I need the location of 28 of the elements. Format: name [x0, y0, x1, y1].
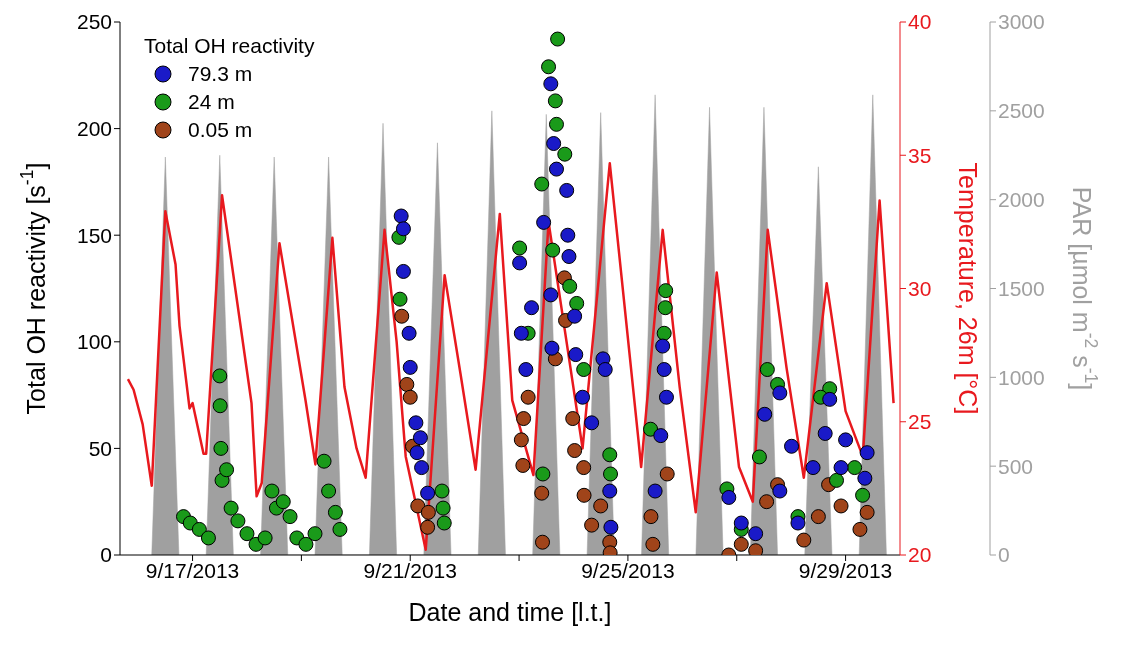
y3-tick-label: 3000 — [998, 10, 1045, 34]
y2-tick-label: 40 — [908, 10, 932, 34]
y3-tick-label: 2500 — [998, 99, 1045, 123]
y2-tick-label: 25 — [908, 410, 932, 434]
x-tick-label: 9/21/2013 — [363, 558, 457, 582]
y-tick-label: 250 — [76, 10, 112, 34]
y3-tick-label: 1000 — [998, 365, 1045, 389]
y-tick-label: 200 — [76, 117, 112, 141]
x-axis-title: Date and time [l.t.] — [408, 598, 612, 626]
legend-label: 24 m — [188, 89, 235, 115]
x-tick-label: 9/29/2013 — [798, 558, 893, 582]
y2-tick-label: 35 — [908, 143, 932, 167]
y3-tick-label: 500 — [998, 454, 1034, 478]
y3-tick-label: 0 — [998, 543, 1010, 567]
y3-tick-label: 2000 — [998, 188, 1045, 212]
legend-label: 79.3 m — [188, 61, 253, 87]
y2-tick-label: 30 — [908, 276, 932, 300]
legend-label: 0.05 m — [188, 117, 253, 143]
y-tick-label: 0 — [100, 543, 112, 567]
x-tick-label: 9/17/2013 — [145, 558, 240, 582]
y-tick-label: 50 — [88, 436, 112, 460]
y-tick-label: 100 — [76, 330, 112, 354]
legend-title: Total OH reactivity — [144, 33, 315, 59]
x-tick-label: 9/25/2013 — [581, 558, 675, 582]
y-tick-label: 150 — [76, 223, 112, 247]
y2-axis-title: Temperature, 26m [°C] — [954, 162, 983, 415]
y3-tick-label: 1500 — [998, 276, 1045, 300]
y2-tick-label: 20 — [908, 543, 932, 567]
